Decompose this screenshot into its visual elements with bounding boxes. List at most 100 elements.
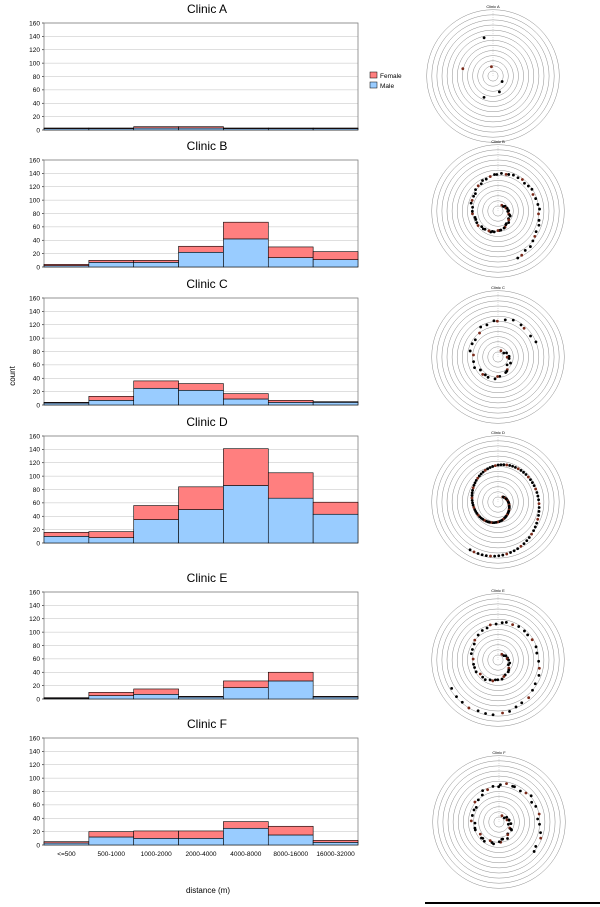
bar-female bbox=[133, 688, 179, 695]
spiral-point bbox=[526, 475, 530, 479]
spiral-ring bbox=[473, 796, 525, 848]
y-tick-label: 160 bbox=[29, 157, 40, 164]
spiral-point bbox=[488, 839, 492, 843]
spiral-point bbox=[471, 501, 474, 505]
spiral-point bbox=[500, 80, 504, 83]
spiral-point bbox=[506, 670, 510, 674]
y-tick-label: 100 bbox=[29, 473, 40, 480]
bar-male bbox=[43, 402, 90, 406]
y-tick-label: 60 bbox=[33, 802, 41, 809]
spiral-point bbox=[496, 375, 499, 378]
spiral-point bbox=[506, 833, 510, 837]
bar-male bbox=[178, 389, 224, 406]
y-tick-label: 40 bbox=[33, 238, 41, 245]
spiral-point bbox=[500, 677, 504, 681]
spiral-ring bbox=[437, 760, 561, 884]
spiral-ring bbox=[472, 331, 524, 383]
spiral-point bbox=[500, 621, 504, 625]
spiral-point bbox=[482, 839, 486, 843]
bar-female bbox=[88, 260, 135, 263]
spiral-point bbox=[495, 173, 499, 176]
bar-male bbox=[267, 402, 314, 406]
spiral-point bbox=[482, 96, 486, 99]
spiral-point bbox=[493, 377, 497, 381]
spiral-ring bbox=[457, 40, 529, 112]
spiral-point bbox=[512, 173, 515, 177]
y-axis-label: count bbox=[8, 365, 17, 385]
spiral-point bbox=[480, 836, 483, 840]
bar-female bbox=[312, 127, 359, 129]
y-tick-label: 0 bbox=[36, 264, 40, 271]
spiral-point bbox=[537, 223, 541, 227]
y-tick-label: 60 bbox=[33, 87, 41, 94]
x-tick-label: 1000-2000 bbox=[141, 851, 172, 858]
spiral-point bbox=[530, 481, 534, 484]
spiral-point bbox=[539, 836, 543, 840]
spiral-point bbox=[534, 804, 538, 808]
bar-male bbox=[88, 836, 135, 846]
bar-male bbox=[178, 696, 224, 700]
spiral-point bbox=[495, 319, 499, 323]
bar-male bbox=[133, 262, 179, 268]
spiral-point bbox=[476, 552, 480, 555]
spiral-point bbox=[479, 368, 482, 372]
spiral-point bbox=[476, 476, 480, 480]
spiral-point bbox=[470, 499, 474, 502]
spiral-point bbox=[471, 205, 474, 209]
spiral-point bbox=[534, 845, 538, 848]
spiral-point bbox=[537, 513, 540, 517]
spiral-point bbox=[525, 539, 529, 543]
spiral-point bbox=[496, 463, 500, 467]
y-tick-label: 80 bbox=[33, 487, 41, 494]
spiral-ring bbox=[483, 806, 515, 838]
spiral-point bbox=[528, 245, 532, 248]
chart-title: Clinic B bbox=[187, 139, 228, 153]
spiral-point bbox=[481, 675, 485, 679]
spiral-title: Clinic F bbox=[492, 750, 506, 755]
spiral-point bbox=[526, 184, 530, 188]
spiral-point bbox=[535, 521, 539, 525]
spiral-ring bbox=[451, 310, 545, 404]
spiral-point bbox=[471, 486, 475, 490]
y-tick-label: 160 bbox=[29, 295, 40, 302]
y-tick-label: 100 bbox=[29, 629, 40, 636]
spiral-ring bbox=[431, 435, 565, 569]
legend-swatch-female bbox=[369, 71, 378, 79]
spiral-point bbox=[470, 199, 474, 202]
spiral-point bbox=[502, 816, 506, 820]
spiral-point bbox=[467, 706, 471, 710]
bar-male bbox=[312, 513, 359, 544]
spiral-point bbox=[505, 552, 509, 556]
spiral-point bbox=[502, 463, 506, 467]
spiral-point bbox=[470, 814, 474, 817]
y-tick-label: 160 bbox=[29, 735, 40, 742]
spiral-point bbox=[533, 234, 537, 238]
spiral-point bbox=[483, 373, 487, 377]
legend-swatch-male bbox=[369, 81, 378, 89]
spiral-point bbox=[472, 550, 476, 554]
spiral-ring bbox=[452, 775, 546, 869]
spiral-point bbox=[522, 470, 525, 474]
spiral-point bbox=[474, 479, 478, 482]
chart-panel: Clinic A 0 20 40 60 80 100 120 140 160 bbox=[29, 2, 359, 134]
spiral-point bbox=[493, 173, 496, 176]
y-tick-label: 120 bbox=[29, 47, 40, 54]
spiral-point bbox=[476, 633, 480, 637]
spiral-point bbox=[489, 554, 492, 558]
spiral-point bbox=[511, 318, 515, 322]
spiral-ring bbox=[431, 144, 565, 278]
spiral-point bbox=[507, 357, 511, 360]
bar-female bbox=[267, 400, 314, 403]
bar-male bbox=[133, 387, 179, 406]
spiral-point bbox=[537, 510, 541, 513]
y-tick-label: 140 bbox=[29, 749, 40, 756]
spiral-title: Clinic E bbox=[491, 588, 505, 593]
bar-female bbox=[267, 127, 314, 129]
y-tick-label: 160 bbox=[29, 589, 40, 596]
spiral-point bbox=[518, 789, 522, 793]
bar-female bbox=[178, 126, 224, 129]
spiral-point bbox=[507, 658, 510, 662]
spiral-point bbox=[508, 709, 511, 713]
spiral-point bbox=[476, 798, 480, 802]
spiral-point bbox=[496, 229, 500, 232]
